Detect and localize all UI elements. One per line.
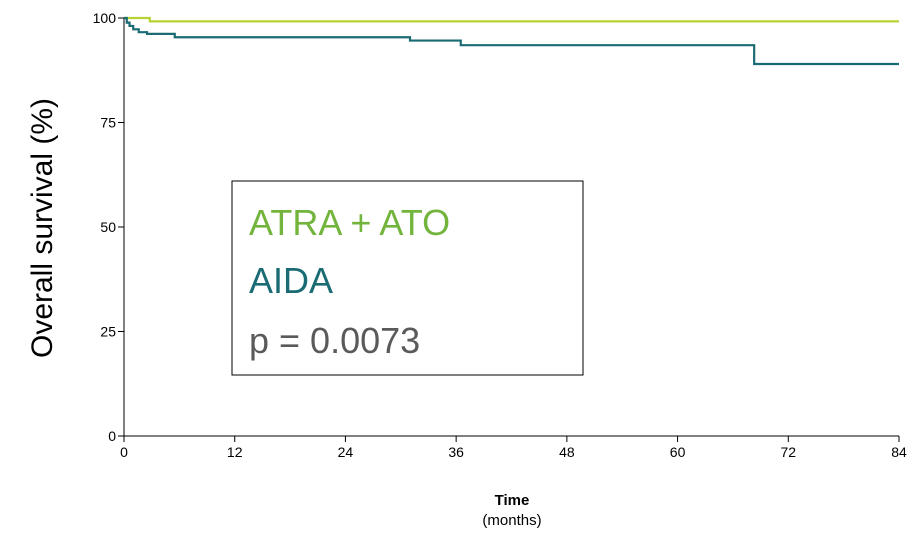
x-tick-label: 12 (227, 444, 243, 460)
legend-frame (231, 180, 584, 376)
x-tick-label: 60 (670, 444, 686, 460)
p-value-annotation: p = 0.0073 (249, 320, 420, 361)
x-tick-label: 0 (120, 444, 128, 460)
x-tick-label: 36 (448, 444, 464, 460)
legend-entry-atra-ato: ATRA + ATO (249, 202, 450, 243)
y-axis-label: Overall survival (%) (26, 98, 59, 358)
series-line-aida (124, 16, 899, 66)
series-layer (124, 16, 899, 66)
x-tick-label: 48 (559, 444, 575, 460)
x-tick-label: 72 (780, 444, 796, 460)
series-line-atra-ato (124, 16, 899, 23)
y-tick-label: 75 (100, 115, 116, 131)
axes: 0 25 50 75 100 0 12 24 36 48 60 72 84 (93, 10, 907, 460)
x-tick-label: 24 (338, 444, 354, 460)
legend-box: ATRA + ATO AIDA p = 0.0073 (231, 180, 584, 376)
y-tick-label: 0 (108, 428, 116, 444)
x-tick-label: 84 (891, 444, 907, 460)
legend-entry-aida: AIDA (249, 260, 333, 301)
y-tick-label: 100 (93, 10, 117, 26)
y-tick-label: 50 (100, 219, 116, 235)
x-axis-unit: (months) (482, 512, 541, 529)
y-tick-label: 25 (100, 324, 116, 340)
x-axis-label: Time (495, 492, 530, 509)
